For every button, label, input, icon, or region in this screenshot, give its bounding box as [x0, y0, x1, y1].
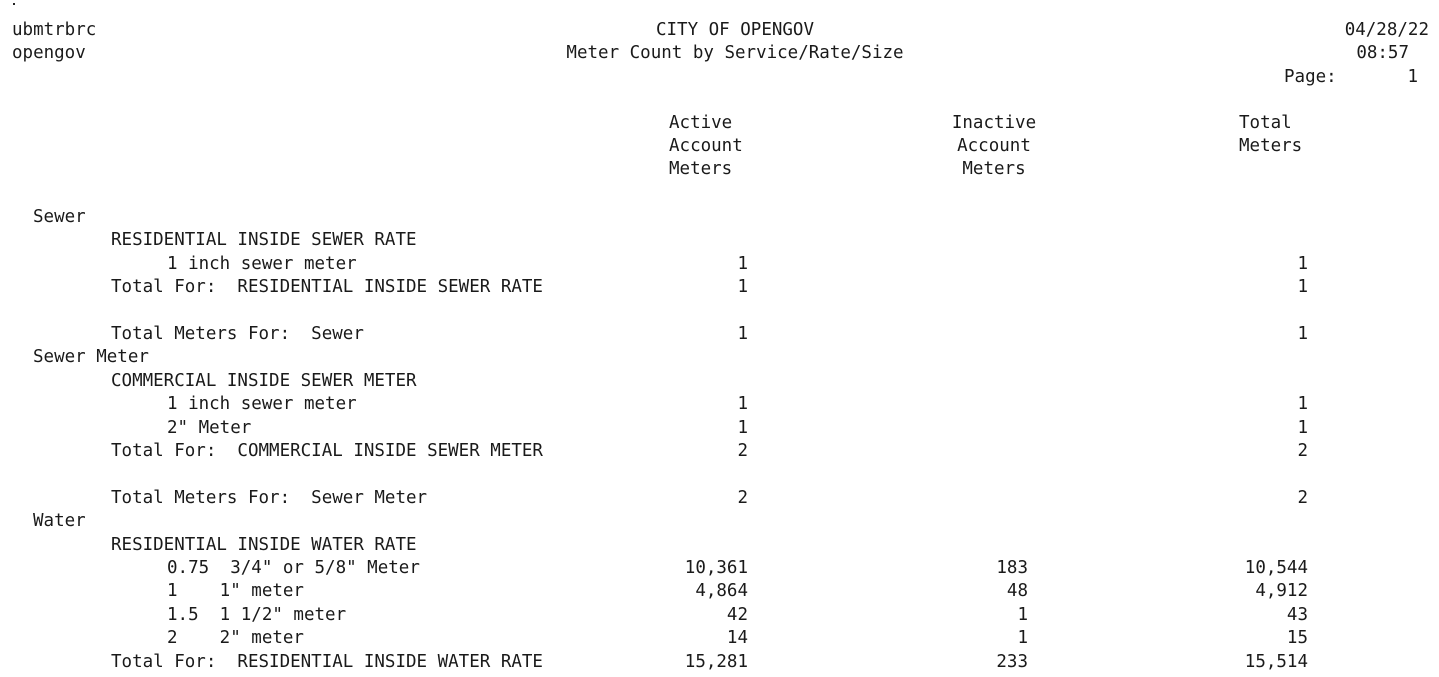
col-header-active-line3: Meters [669, 159, 733, 179]
program-name: ubmtrbrc [12, 20, 97, 40]
row-total-count: 1 [1297, 394, 1308, 414]
row-label: 1 1" meter [167, 581, 304, 601]
row-total-count: 43 [1286, 605, 1308, 625]
row-label: 1 inch sewer meter [167, 254, 357, 274]
row-total-count: 4,912 [1255, 581, 1308, 601]
col-header-inactive-line3: Meters [962, 159, 1026, 179]
row-active-count: 1 [737, 254, 748, 274]
row-label: Sewer Meter [33, 347, 149, 367]
row-label: Total For: COMMERCIAL INSIDE SEWER METER [111, 441, 543, 461]
row-label: RESIDENTIAL INSIDE SEWER RATE [111, 230, 417, 250]
row-label: COMMERCIAL INSIDE SEWER METER [111, 371, 417, 391]
row-label: Total For: RESIDENTIAL INSIDE SEWER RATE [111, 277, 543, 297]
row-inactive-count: 1 [1017, 628, 1028, 648]
row-total-count: 1 [1297, 418, 1308, 438]
row-active-count: 4,864 [695, 581, 748, 601]
row-label: 0.75 3/4" or 5/8" Meter [167, 558, 420, 578]
row-active-count: 2 [737, 488, 748, 508]
row-active-count: 1 [737, 394, 748, 414]
row-active-count: 1 [737, 324, 748, 344]
row-total-count: 15 [1286, 628, 1308, 648]
row-label: 1 inch sewer meter [167, 394, 357, 414]
col-header-total: Total Meters [1239, 113, 1302, 156]
col-header-inactive-line2: Account [957, 136, 1031, 156]
page-number: 1 [1407, 67, 1418, 87]
row-active-count: 2 [737, 441, 748, 461]
col-header-total-line1: Total [1239, 113, 1292, 133]
row-total-count: 15,514 [1244, 652, 1308, 672]
row-active-count: 14 [726, 628, 748, 648]
col-header-active-line2: Account [669, 136, 743, 156]
report-time: 08:57 [1356, 43, 1409, 63]
row-label: Water [33, 511, 86, 531]
row-total-count: 2 [1297, 488, 1308, 508]
row-label: RESIDENTIAL INSIDE WATER RATE [111, 535, 417, 555]
user-name: opengov [12, 43, 86, 63]
row-active-count: 15,281 [684, 652, 748, 672]
row-total-count: 1 [1297, 324, 1308, 344]
report-date: 04/28/22 [1344, 20, 1429, 40]
row-label: 2" Meter [167, 418, 252, 438]
row-active-count: 1 [737, 277, 748, 297]
row-active-count: 1 [737, 418, 748, 438]
row-inactive-count: 233 [996, 652, 1028, 672]
col-header-inactive-line1: Inactive [951, 113, 1037, 133]
row-total-count: 1 [1297, 254, 1308, 274]
row-label: Total Meters For: Sewer [111, 324, 364, 344]
row-label: 1.5 1 1/2" meter [167, 605, 347, 625]
row-label: Sewer [33, 207, 86, 227]
row-total-count: 2 [1297, 441, 1308, 461]
row-total-count: 10,544 [1244, 558, 1308, 578]
col-header-active: Active Account Meters [669, 113, 743, 179]
row-inactive-count: 1 [1017, 605, 1028, 625]
row-inactive-count: 48 [1006, 581, 1028, 601]
row-total-count: 1 [1297, 277, 1308, 297]
org-name: CITY OF OPENGOV [655, 20, 815, 40]
row-active-count: 42 [726, 605, 748, 625]
col-header-inactive: Inactive Account Meters [948, 113, 1040, 179]
col-header-total-line2: Meters [1239, 136, 1303, 156]
row-label: Total For: RESIDENTIAL INSIDE WATER RATE [111, 652, 543, 672]
row-label: 2 2" meter [167, 628, 304, 648]
col-header-active-line1: Active [669, 113, 733, 133]
page-label: Page: [1284, 67, 1337, 87]
row-active-count: 10,361 [684, 558, 748, 578]
row-label: Total Meters For: Sewer Meter [111, 488, 428, 508]
report-title: Meter Count by Service/Rate/Size [566, 43, 904, 63]
page-dot [13, 3, 15, 5]
row-inactive-count: 183 [996, 558, 1028, 578]
